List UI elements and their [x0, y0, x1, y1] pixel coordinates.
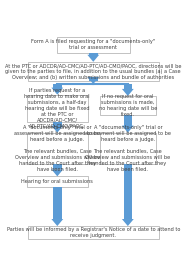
FancyBboxPatch shape [57, 37, 130, 53]
Polygon shape [51, 125, 63, 133]
Polygon shape [87, 77, 99, 84]
Polygon shape [122, 89, 134, 96]
Text: If parties request for a
hearing date to make oral
submissions, a half-day
heari: If parties request for a hearing date to… [25, 88, 90, 129]
Polygon shape [53, 122, 62, 125]
Text: Form A is filed requesting for a "documents-only"
trial or assessment: Form A is filed requesting for a "docume… [31, 39, 155, 50]
Text: Hearing for oral submissions: Hearing for oral submissions [21, 179, 93, 184]
FancyBboxPatch shape [28, 62, 159, 81]
Polygon shape [124, 164, 132, 219]
Polygon shape [53, 187, 62, 219]
FancyBboxPatch shape [100, 133, 156, 164]
FancyBboxPatch shape [100, 96, 156, 115]
FancyBboxPatch shape [27, 95, 88, 122]
Polygon shape [51, 219, 63, 226]
Polygon shape [53, 164, 62, 169]
Text: At the PTC or ADCDR/AD-CMC/AD-PTC/AD-CMO/PAOC, directions will be
given to the p: At the PTC or ADCDR/AD-CMC/AD-PTC/AD-CMO… [5, 63, 181, 80]
Polygon shape [122, 219, 134, 226]
Text: Parties will be informed by a Registrar's Notice of a date to attend to
receive : Parties will be informed by a Registrar'… [7, 227, 180, 238]
Polygon shape [89, 77, 98, 81]
FancyBboxPatch shape [27, 176, 88, 187]
Text: A "documents-only" trial or
assessment will be assigned to be
heard before a jud: A "documents-only" trial or assessment w… [85, 125, 171, 172]
Polygon shape [53, 84, 62, 88]
Polygon shape [124, 115, 132, 125]
FancyBboxPatch shape [27, 133, 88, 164]
Polygon shape [124, 84, 132, 89]
Text: A "documents-only" trial or
assessment will be assigned to be
heard before a jud: A "documents-only" trial or assessment w… [14, 125, 100, 172]
Polygon shape [87, 55, 99, 62]
Polygon shape [122, 125, 134, 133]
Polygon shape [51, 88, 63, 95]
Text: If no request for oral
submissions is made,
no hearing date will be
fixed.: If no request for oral submissions is ma… [99, 94, 157, 117]
Polygon shape [89, 53, 98, 55]
FancyBboxPatch shape [28, 226, 159, 239]
Polygon shape [51, 169, 63, 176]
